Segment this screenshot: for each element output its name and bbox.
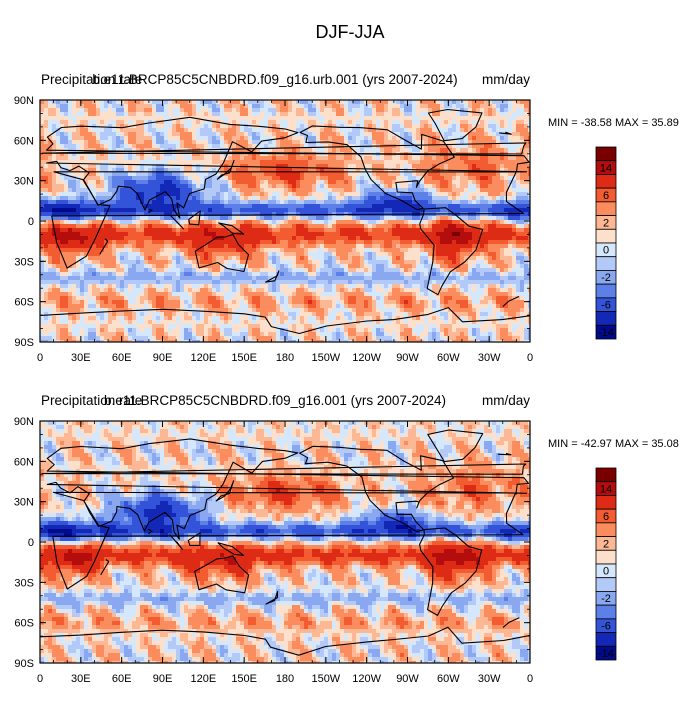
y-tick-label: 0 bbox=[28, 537, 34, 549]
colorbar-label: 0 bbox=[603, 245, 609, 257]
colorbar-label: -14 bbox=[598, 648, 614, 660]
x-tick-label: 0 bbox=[527, 352, 533, 364]
x-tick-label: 0 bbox=[527, 673, 533, 685]
colorbar-label: 6 bbox=[603, 190, 609, 202]
colorbar-label: -2 bbox=[601, 272, 611, 284]
x-tick-label: 60E bbox=[112, 673, 132, 685]
colorbar-label: 14 bbox=[600, 162, 612, 174]
x-tick-label: 30E bbox=[71, 352, 91, 364]
colorbar-swatch bbox=[596, 550, 616, 564]
x-tick-label: 180 bbox=[276, 673, 294, 685]
y-tick-label: 30S bbox=[14, 577, 34, 589]
colorbar-swatch bbox=[596, 495, 616, 509]
x-tick-label: 60W bbox=[437, 673, 460, 685]
x-tick-label: 0 bbox=[37, 352, 43, 364]
panel-units: mm/day bbox=[482, 393, 530, 408]
figure-title: DJF-JJA bbox=[316, 22, 385, 42]
colorbar-label: 2 bbox=[603, 538, 609, 550]
panel-center-title: b.e11.BRCP85C5CNBDRD.f09_g16.urb.001 (yr… bbox=[92, 72, 457, 87]
map-panel-1: Precipitation rateb.e11.BRCP85C5CNBDRD.f… bbox=[14, 72, 679, 364]
x-tick-label: 180 bbox=[276, 352, 294, 364]
panel-units: mm/day bbox=[482, 72, 530, 87]
colorbar-label: 2 bbox=[603, 217, 609, 229]
colorbar: 14 6 2 0 -2 -6 -14 bbox=[596, 468, 616, 660]
y-tick-label: 90S bbox=[14, 337, 34, 349]
colorbar-swatch bbox=[596, 633, 616, 647]
panel-center-title: b.e11.BRCP85C5CNBDRD.f09_g16.001 (yrs 20… bbox=[104, 393, 446, 408]
x-tick-label: 120W bbox=[352, 352, 381, 364]
colorbar-swatch bbox=[596, 468, 616, 482]
panel-stats: MIN = -42.97 MAX = 35.08 bbox=[548, 438, 679, 450]
colorbar-swatch bbox=[596, 312, 616, 326]
map-panel-2: Precipitation rateb.e11.BRCP85C5CNBDRD.f… bbox=[14, 393, 679, 685]
colorbar-swatch bbox=[596, 257, 616, 271]
x-tick-label: 150W bbox=[311, 352, 340, 364]
y-tick-label: 30N bbox=[14, 176, 34, 188]
y-tick-label: 30S bbox=[14, 256, 34, 268]
y-tick-label: 60S bbox=[14, 297, 34, 309]
colorbar-label: 6 bbox=[603, 511, 609, 523]
x-tick-label: 0 bbox=[37, 673, 43, 685]
y-tick-label: 0 bbox=[28, 216, 34, 228]
x-tick-label: 90W bbox=[396, 352, 419, 364]
x-tick-label: 150E bbox=[231, 352, 257, 364]
colorbar-swatch bbox=[596, 284, 616, 298]
y-tick-label: 30N bbox=[14, 497, 34, 509]
x-tick-label: 30W bbox=[478, 673, 501, 685]
x-tick-label: 90E bbox=[153, 673, 173, 685]
colorbar-swatch bbox=[596, 147, 616, 161]
panel-stats: MIN = -38.58 MAX = 35.89 bbox=[548, 117, 679, 129]
y-tick-label: 60N bbox=[14, 135, 34, 147]
x-tick-label: 120W bbox=[352, 673, 381, 685]
x-tick-label: 30W bbox=[478, 352, 501, 364]
colorbar-label: 0 bbox=[603, 566, 609, 578]
y-tick-label: 90N bbox=[14, 416, 34, 428]
x-tick-label: 90E bbox=[153, 352, 173, 364]
x-tick-label: 120E bbox=[190, 673, 216, 685]
y-tick-label: 60S bbox=[14, 618, 34, 630]
colorbar-swatch bbox=[596, 174, 616, 188]
x-tick-label: 150W bbox=[311, 673, 340, 685]
colorbar-swatch bbox=[596, 605, 616, 619]
colorbar-label: -6 bbox=[601, 621, 611, 633]
colorbar-label: -14 bbox=[598, 327, 614, 339]
colorbar-swatch bbox=[596, 523, 616, 537]
x-tick-label: 30E bbox=[71, 673, 91, 685]
y-tick-label: 60N bbox=[14, 456, 34, 468]
colorbar-swatch bbox=[596, 229, 616, 243]
x-tick-label: 60E bbox=[112, 352, 132, 364]
colorbar-label: -2 bbox=[601, 593, 611, 605]
colorbar-label: -6 bbox=[601, 300, 611, 312]
x-tick-label: 150E bbox=[231, 673, 257, 685]
colorbar-label: 14 bbox=[600, 483, 612, 495]
colorbar: 14 6 2 0 -2 -6 -14 bbox=[596, 147, 616, 339]
y-tick-label: 90N bbox=[14, 95, 34, 107]
x-tick-label: 120E bbox=[190, 352, 216, 364]
x-tick-label: 90W bbox=[396, 673, 419, 685]
x-tick-label: 60W bbox=[437, 352, 460, 364]
y-tick-label: 90S bbox=[14, 658, 34, 670]
colorbar-swatch bbox=[596, 578, 616, 592]
colorbar-swatch bbox=[596, 202, 616, 216]
